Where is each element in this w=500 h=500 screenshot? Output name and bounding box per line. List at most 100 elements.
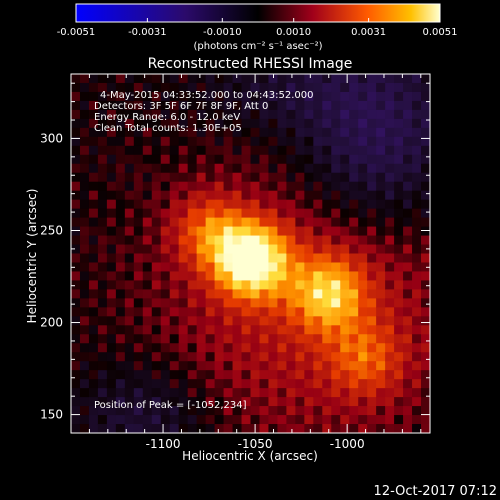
heatmap-cell: [286, 388, 296, 398]
heatmap-cell: [412, 235, 422, 246]
heatmap-cell: [241, 199, 251, 210]
heatmap-cell: [376, 136, 386, 147]
heatmap-cell: [286, 334, 296, 344]
heatmap-cell: [79, 199, 90, 210]
heatmap-cell: [196, 127, 207, 138]
heatmap-cell: [403, 190, 413, 201]
heatmap-cell: [295, 181, 305, 192]
heatmap-cell: [106, 181, 117, 192]
heatmap-cell: [124, 343, 135, 353]
heatmap-cell: [376, 307, 386, 317]
heatmap-cell: [187, 145, 198, 156]
heatmap-cell: [295, 307, 305, 317]
heatmap-cell: [304, 280, 314, 290]
heatmap-cell: [277, 424, 287, 434]
heatmap-cell: [196, 424, 207, 434]
heatmap-cell: [241, 370, 251, 380]
heatmap-cell: [71, 100, 81, 111]
heatmap-cell: [268, 280, 278, 290]
heatmap-cell: [376, 352, 386, 362]
heatmap-cell: [376, 118, 386, 129]
heatmap-cell: [88, 154, 99, 165]
heatmap-cell: [403, 82, 413, 93]
heatmap-cell: [142, 307, 153, 317]
heatmap-cell: [241, 262, 251, 272]
heatmap-cell: [124, 289, 135, 299]
heatmap-cell: [97, 406, 108, 416]
heatmap-cell: [268, 370, 278, 380]
heatmap-cell: [304, 190, 314, 201]
heatmap-cell: [304, 379, 314, 389]
heatmap-cell: [241, 334, 251, 344]
heatmap-cell: [178, 280, 189, 290]
heatmap-cell: [295, 208, 305, 219]
heatmap-cell: [412, 181, 422, 192]
heatmap-cell: [97, 397, 108, 407]
heatmap-cell: [403, 217, 413, 228]
heatmap-cell: [71, 244, 81, 254]
heatmap-cell: [313, 397, 323, 407]
heatmap-cell: [142, 253, 153, 263]
heatmap-cell: [358, 172, 368, 183]
heatmap-cell: [385, 109, 395, 120]
heatmap-cell: [241, 190, 251, 201]
heatmap-cell: [142, 289, 153, 299]
heatmap-cell: [178, 397, 189, 407]
heatmap-cell: [304, 406, 314, 416]
heatmap-cell: [79, 253, 90, 263]
heatmap-cell: [286, 406, 296, 416]
heatmap-cell: [367, 100, 377, 111]
heatmap-cell: [115, 343, 126, 353]
heatmap-cell: [313, 154, 323, 165]
heatmap-cell: [97, 181, 108, 192]
heatmap-cell: [277, 379, 287, 389]
heatmap-cell: [196, 253, 207, 263]
heatmap-cell: [250, 307, 260, 317]
heatmap-cell: [196, 172, 207, 183]
heatmap-cell: [277, 397, 287, 407]
heatmap-cell: [295, 109, 305, 120]
heatmap-cell: [259, 109, 269, 120]
heatmap-cell: [349, 172, 359, 183]
heatmap-cell: [322, 244, 332, 254]
heatmap-cell: [259, 145, 269, 156]
heatmap-cell: [259, 262, 269, 272]
heatmap-cell: [376, 74, 386, 84]
heatmap-cell: [421, 253, 431, 263]
heatmap-cell: [250, 208, 260, 219]
heatmap-cell: [214, 253, 225, 263]
heatmap-cell: [97, 271, 108, 281]
heatmap-cell: [160, 280, 171, 290]
heatmap-cell: [250, 235, 260, 246]
heatmap-cell: [412, 154, 422, 165]
heatmap-cell: [421, 109, 431, 120]
heatmap-cell: [358, 325, 368, 335]
heatmap-cell: [106, 262, 117, 272]
heatmap-cell: [79, 316, 90, 326]
heatmap-cell: [187, 74, 198, 84]
heatmap-cell: [214, 208, 225, 219]
heatmap-cell: [268, 253, 278, 263]
heatmap-cell: [322, 280, 332, 290]
heatmap-cell: [178, 181, 189, 192]
heatmap-cell: [421, 226, 431, 237]
heatmap-cell: [71, 82, 81, 93]
heatmap-cell: [79, 91, 90, 102]
heatmap-cell: [304, 217, 314, 228]
heatmap-cell: [358, 136, 368, 147]
heatmap-cell: [88, 334, 99, 344]
heatmap-cell: [232, 343, 243, 353]
heatmap-cell: [259, 280, 269, 290]
heatmap-cell: [71, 280, 81, 290]
heatmap-cell: [169, 424, 180, 434]
heatmap-cell: [331, 289, 341, 299]
heatmap-cell: [403, 334, 413, 344]
heatmap-cell: [178, 406, 189, 416]
heatmap-cell: [115, 334, 126, 344]
heatmap-cell: [376, 379, 386, 389]
heatmap-cell: [241, 226, 251, 237]
heatmap-cell: [205, 262, 216, 272]
heatmap-cell: [196, 226, 207, 237]
heatmap-cell: [223, 136, 234, 147]
heatmap-cell: [205, 226, 216, 237]
